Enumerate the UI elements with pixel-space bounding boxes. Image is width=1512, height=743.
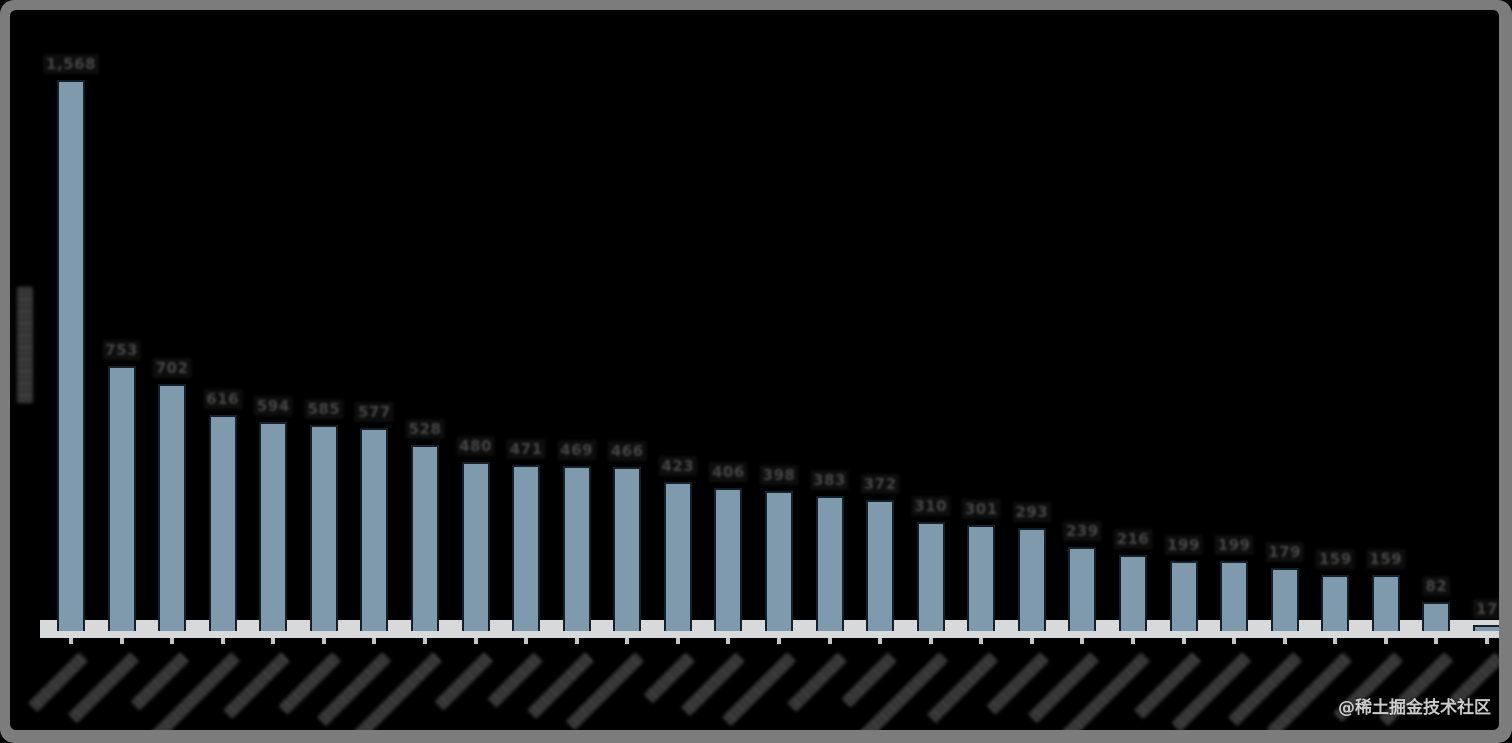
- x-axis-tick-17: [878, 638, 883, 644]
- bar-20: [1017, 528, 1046, 631]
- x-axis-tick-3: [170, 638, 175, 644]
- bar-11: [562, 466, 591, 631]
- chart-canvas: 1,568 753 702 616 594 585 577 528 480 471 469 466 42…: [10, 10, 1499, 730]
- bar-3: [158, 384, 187, 631]
- x-axis-tick-12: [625, 638, 630, 644]
- bar-value-label-5: 594: [253, 396, 293, 416]
- x-axis-tick-21: [1080, 638, 1085, 644]
- x-axis-tick-11: [574, 638, 579, 644]
- x-axis-tick-7: [372, 638, 377, 644]
- bar-value-label-1: 1,568: [43, 54, 99, 74]
- bar-6: [309, 425, 338, 631]
- y-axis-label: [17, 287, 33, 403]
- bar-7: [360, 428, 389, 631]
- bar-value-label-7: 577: [355, 402, 394, 422]
- x-axis-tick-8: [422, 638, 427, 644]
- bar-22: [1118, 555, 1147, 631]
- bar-4: [208, 415, 237, 631]
- bar-value-label-9: 480: [456, 436, 495, 456]
- bar-value-label-18: 310: [911, 496, 951, 516]
- bar-value-label-25: 179: [1265, 542, 1305, 562]
- bar-26: [1321, 575, 1350, 631]
- bar-25: [1270, 568, 1299, 631]
- bar-value-label-23: 199: [1164, 535, 1203, 555]
- bar-12: [613, 467, 642, 631]
- x-axis-tick-5: [271, 638, 276, 644]
- x-tick-label-13: [643, 652, 696, 704]
- bar-value-label-21: 239: [1062, 521, 1102, 541]
- x-axis-tick-29: [1484, 638, 1489, 644]
- watermark: @稀土掘金技术社区: [1338, 698, 1491, 718]
- bar-19: [967, 525, 996, 631]
- bar-value-label-12: 466: [607, 441, 647, 461]
- bar-value-label-17: 372: [860, 474, 900, 494]
- x-axis-tick-26: [1333, 638, 1338, 644]
- bar-value-label-11: 469: [557, 440, 597, 460]
- x-axis-tick-14: [726, 638, 731, 644]
- x-axis-tick-6: [321, 638, 326, 644]
- x-axis-tick-13: [675, 638, 680, 644]
- bar-value-label-16: 383: [810, 470, 849, 490]
- x-axis-tick-24: [1232, 638, 1237, 644]
- bar-value-label-4: 616: [203, 389, 243, 409]
- bar-23: [1169, 561, 1198, 631]
- x-axis-tick-16: [827, 638, 832, 644]
- x-tick-label-9: [434, 652, 493, 711]
- bar-value-label-28: 82: [1422, 576, 1451, 596]
- x-axis-tick-9: [473, 638, 478, 644]
- bar-5: [259, 422, 288, 631]
- x-axis-tick-23: [1181, 638, 1186, 644]
- bar-value-label-8: 528: [405, 419, 445, 439]
- bar-value-label-22: 216: [1113, 529, 1153, 549]
- x-axis-tick-2: [119, 638, 124, 644]
- bar-2: [107, 366, 136, 631]
- bar-value-label-20: 293: [1012, 502, 1052, 522]
- bar-value-label-10: 471: [506, 439, 546, 459]
- bar-value-label-3: 702: [152, 358, 192, 378]
- bar-value-label-14: 406: [709, 462, 748, 482]
- bar-value-label-24: 199: [1214, 535, 1254, 555]
- bar-15: [764, 491, 793, 631]
- bar-17: [866, 500, 895, 631]
- bar-16: [815, 496, 844, 631]
- x-axis-tick-18: [928, 638, 933, 644]
- bar-value-label-6: 585: [304, 399, 344, 419]
- x-tick-label-8: [349, 652, 443, 730]
- bar-10: [512, 465, 541, 631]
- x-axis-tick-28: [1434, 638, 1439, 644]
- x-tick-label-10: [487, 652, 544, 708]
- x-axis-tick-25: [1282, 638, 1287, 644]
- bar-28: [1422, 602, 1451, 631]
- x-tick-label-22: [1059, 652, 1151, 730]
- x-axis-tick-19: [979, 638, 984, 644]
- x-axis-tick-20: [1029, 638, 1034, 644]
- bar-value-label-15: 398: [759, 465, 799, 485]
- x-axis-tick-15: [776, 638, 781, 644]
- x-axis-tick-1: [69, 638, 73, 644]
- bar-value-label-27: 159: [1366, 549, 1406, 569]
- bar-29: [1472, 625, 1499, 631]
- x-axis-tick-22: [1130, 638, 1135, 644]
- x-axis-tick-27: [1383, 638, 1388, 644]
- bar-value-label-26: 159: [1315, 549, 1355, 569]
- bar-14: [714, 488, 743, 631]
- bar-value-label-29: 17: [1473, 599, 1499, 619]
- bar-9: [461, 462, 490, 631]
- bar-1: [57, 80, 85, 631]
- bar-value-label-19: 301: [961, 499, 1001, 519]
- x-axis-tick-10: [524, 638, 529, 644]
- bar-18: [916, 522, 945, 631]
- bar-21: [1068, 547, 1097, 631]
- bar-24: [1220, 561, 1249, 631]
- bar-8: [410, 445, 439, 631]
- bar-value-label-13: 423: [658, 456, 698, 476]
- x-axis-tick-4: [220, 638, 225, 644]
- bar-13: [663, 482, 692, 631]
- bar-value-label-2: 753: [102, 340, 141, 360]
- x-tick-label-17: [841, 652, 898, 708]
- bar-27: [1371, 575, 1400, 631]
